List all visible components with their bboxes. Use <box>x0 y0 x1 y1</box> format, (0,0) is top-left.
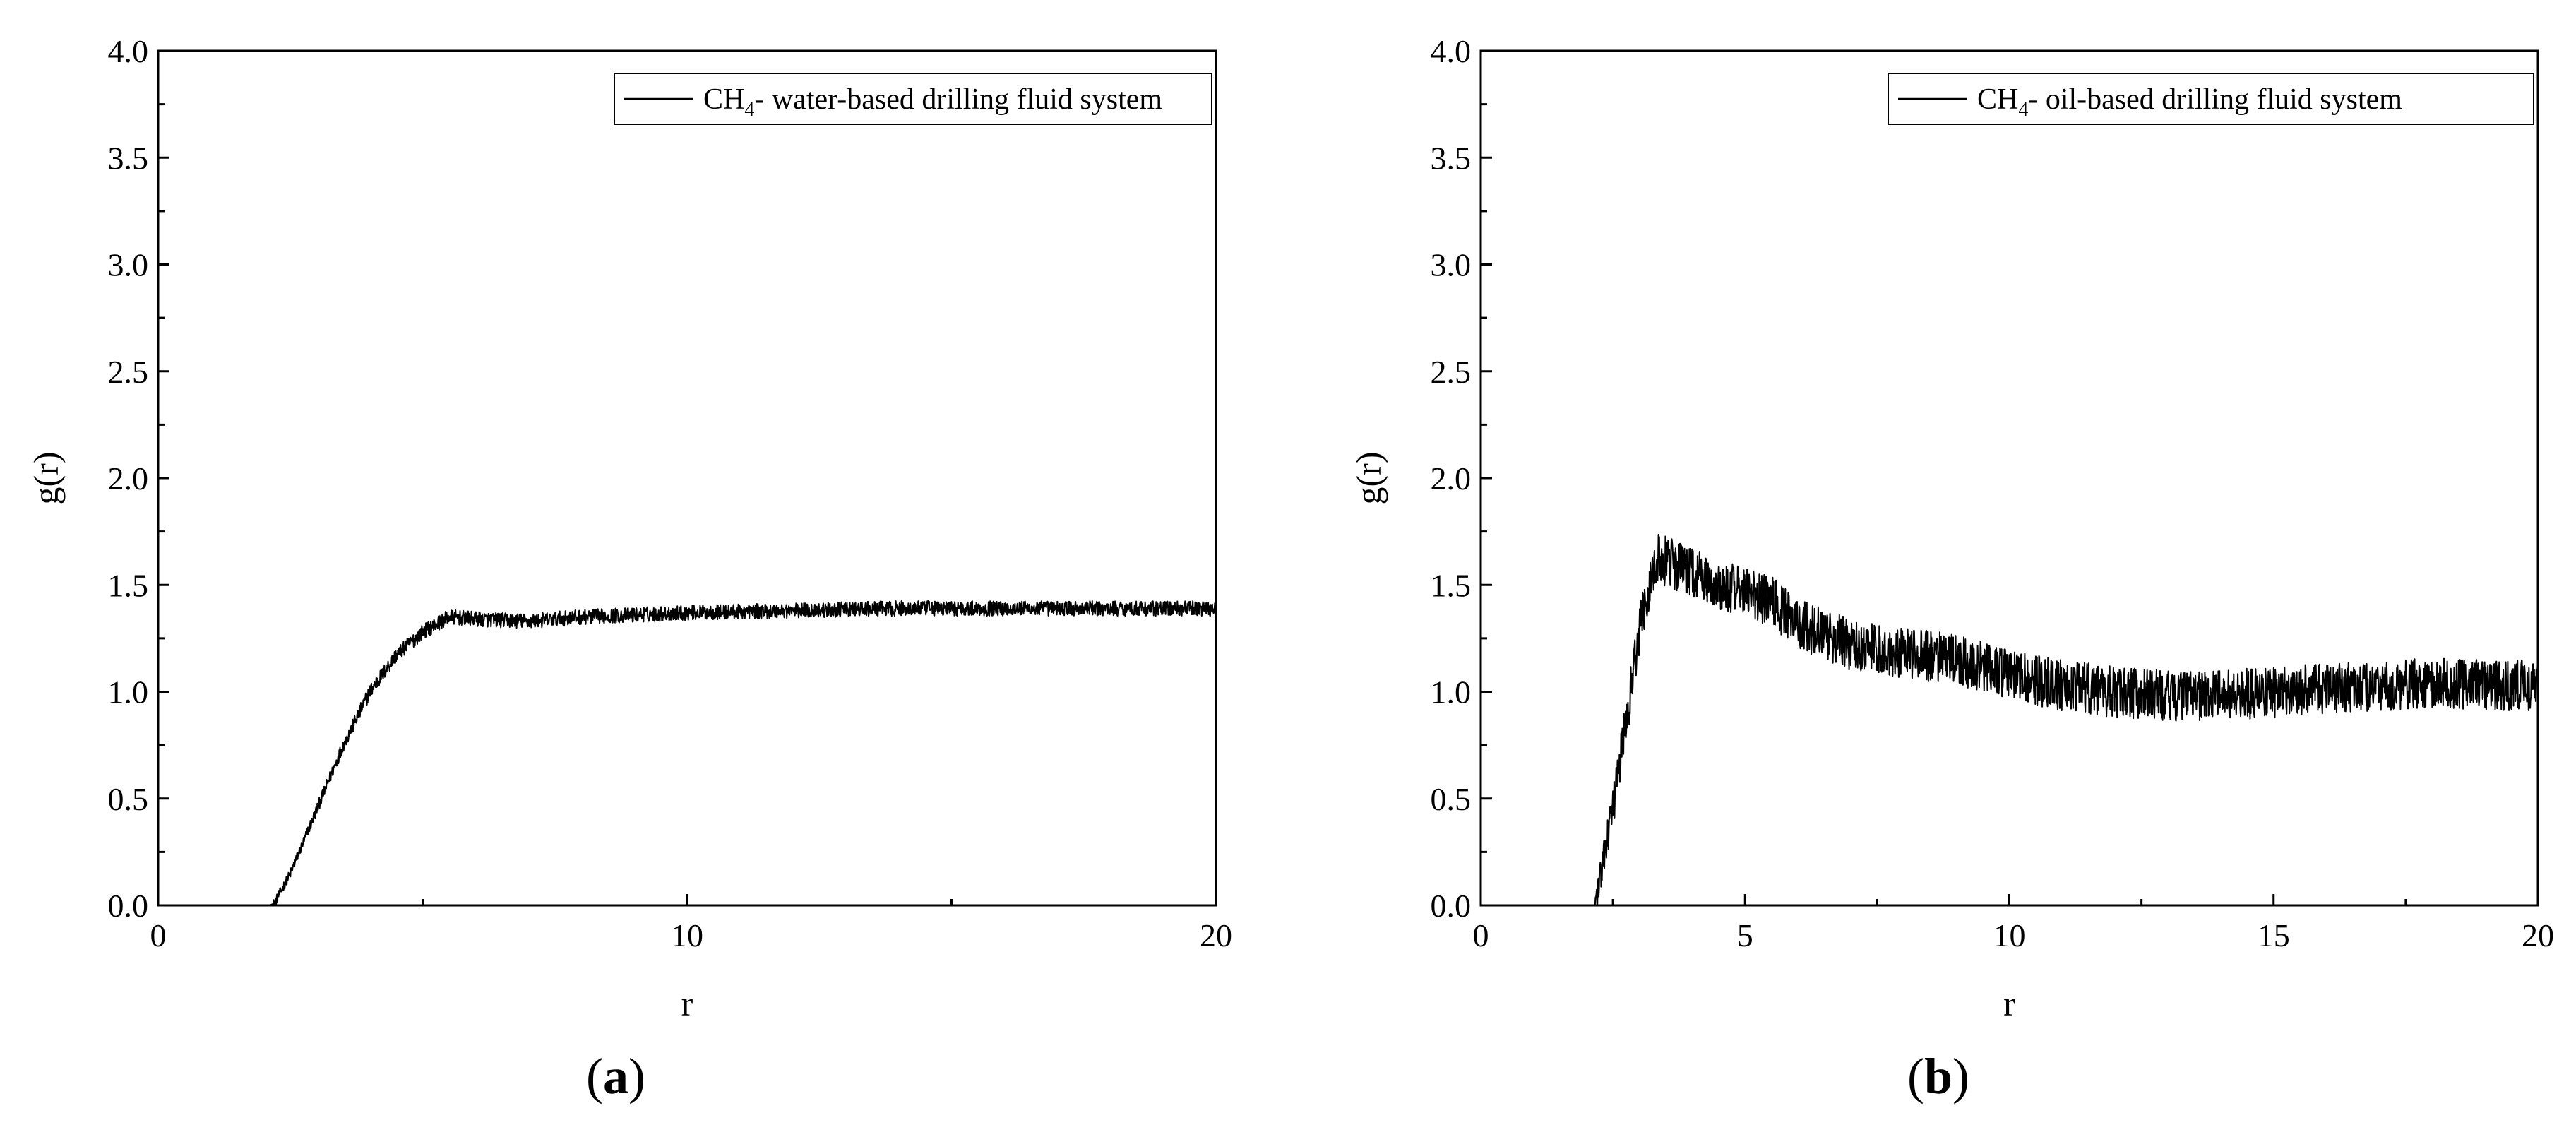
y-tick-label-b: 3.5 <box>1431 140 1472 176</box>
x-tick-label-a: 10 <box>671 917 703 953</box>
legend-label-a: CH4- water-based drilling fluid system <box>703 83 1162 121</box>
y-tick-label-a: 1.0 <box>108 674 149 710</box>
chart-panel-a: 0.0 0.5 1.0 1.5 2.0 2.5 3.0 3.5 4.0 0 10 20 r g(r) CH4… <box>26 33 1232 1105</box>
y-tick-label-a: 0.5 <box>108 781 149 817</box>
x-axis-title-b: r <box>2003 984 2015 1023</box>
series-line-b <box>1480 534 2539 906</box>
series-line-a <box>157 600 1217 906</box>
x-tick-label-b: 0 <box>1473 917 1489 953</box>
y-tick-label-a: 4.0 <box>108 33 149 69</box>
y-tick-label-b: 0.5 <box>1431 781 1472 817</box>
x-axis-title-a: r <box>681 984 693 1023</box>
y-tick-label-b: 1.0 <box>1431 674 1472 710</box>
x-tick-label-b: 5 <box>1737 917 1753 953</box>
y-tick-label-b: 0.0 <box>1431 888 1472 924</box>
y-axis-title-b: g(r) <box>1349 452 1388 505</box>
y-tick-label-b: 2.5 <box>1431 354 1472 390</box>
plot-frame-a <box>157 49 1217 907</box>
x-tick-label-b: 20 <box>2522 917 2554 953</box>
legend-box-b <box>1888 73 2534 125</box>
panel-label-b: (b) <box>1907 1048 1969 1105</box>
panel-label-a: (a) <box>586 1048 645 1105</box>
x-tick-label-a: 0 <box>150 917 167 953</box>
y-tick-label-b: 1.5 <box>1431 567 1472 603</box>
x-tick-label-a: 20 <box>1200 917 1232 953</box>
y-tick-label-a: 1.5 <box>108 567 149 603</box>
y-tick-label-b: 3.0 <box>1431 247 1472 283</box>
y-tick-label-b: 4.0 <box>1431 33 1472 69</box>
legend-label-b: CH4- oil-based drilling fluid system <box>1977 83 2402 121</box>
y-axis-title-a: g(r) <box>26 452 66 505</box>
y-tick-label-a: 0.0 <box>108 888 149 924</box>
legend-box-a <box>614 73 1212 125</box>
plot-frame-b <box>1479 49 2539 907</box>
y-tick-label-a: 2.0 <box>108 460 149 496</box>
y-tick-label-a: 3.0 <box>108 247 149 283</box>
chart-panel-b: 0.0 0.5 1.0 1.5 2.0 2.5 3.0 3.5 4.0 0 5 10 15 20 r g(r)… <box>1349 33 2554 1105</box>
y-tick-label-a: 3.5 <box>108 140 149 176</box>
x-tick-label-b: 15 <box>2258 917 2290 953</box>
legend-b: CH4- oil-based drilling fluid system <box>1888 73 2534 125</box>
y-tick-label-b: 2.0 <box>1431 460 1472 496</box>
y-tick-label-a: 2.5 <box>108 354 149 390</box>
legend-a: CH4- water-based drilling fluid system <box>614 73 1212 125</box>
x-tick-label-b: 10 <box>1993 917 2026 953</box>
